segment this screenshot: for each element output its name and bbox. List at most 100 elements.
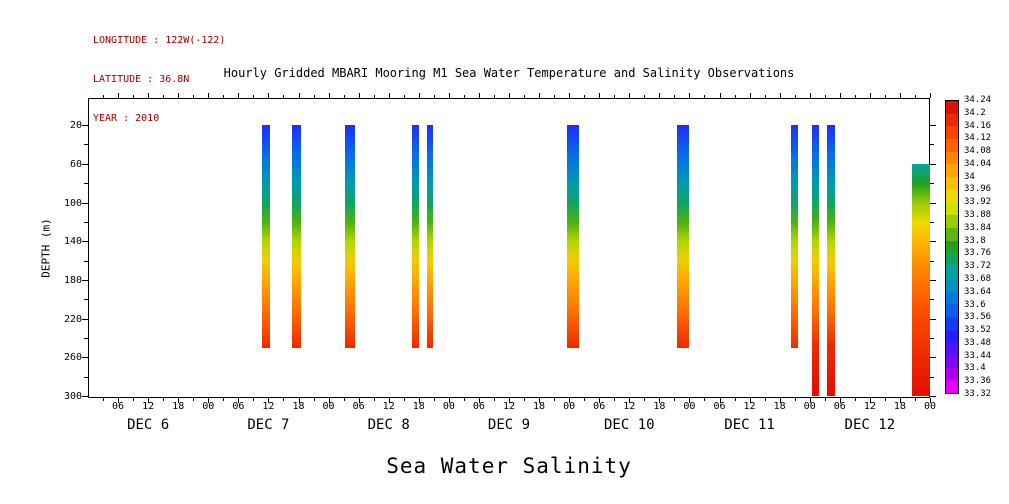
x-hour-label: 06	[352, 401, 365, 412]
colorbar-band	[946, 139, 958, 152]
x-major-tick	[478, 398, 480, 403]
x-minor-tick	[433, 398, 435, 401]
x-major-tick	[118, 398, 120, 403]
x-minor-tick	[854, 95, 856, 98]
y-minor-tick	[930, 221, 934, 223]
y-major-tick	[82, 163, 88, 165]
x-minor-tick	[764, 95, 766, 98]
colorbar-band	[946, 342, 958, 355]
x-minor-tick	[794, 95, 796, 98]
x-minor-tick	[283, 95, 285, 98]
colorbar-band	[946, 151, 958, 165]
y-tick-label: 220	[63, 313, 82, 325]
x-major-tick	[569, 398, 571, 403]
colorbar-tick-label: 34.16	[964, 120, 992, 131]
x-hour-label: 06	[833, 401, 846, 412]
x-major-tick	[930, 398, 931, 403]
x-minor-tick	[554, 95, 556, 98]
colorbar-tick-label: 33.48	[964, 337, 992, 348]
colorbar-band	[946, 304, 958, 317]
x-major-tick	[148, 398, 150, 403]
x-major-tick	[418, 398, 420, 403]
x-major-tick	[629, 93, 631, 98]
x-major-tick	[238, 93, 240, 98]
y-minor-tick	[84, 221, 88, 223]
x-major-tick	[208, 93, 210, 98]
x-minor-tick	[223, 398, 225, 401]
colorbar-band	[946, 316, 958, 330]
x-hour-label: 00	[442, 401, 455, 412]
colorbar-band	[946, 101, 958, 114]
salinity-bar	[677, 125, 690, 348]
x-hour-label: 06	[713, 401, 726, 412]
colorbar-band	[946, 278, 958, 292]
y-tick-label: 180	[63, 274, 82, 286]
colorbar-tick-label: 34.04	[964, 158, 992, 169]
x-minor-tick	[313, 398, 315, 401]
colorbar-band	[946, 202, 958, 216]
colorbar-tick-label: 33.56	[964, 312, 992, 323]
y-major-tick	[930, 396, 936, 398]
x-major-tick	[719, 398, 721, 403]
colorbar-band	[946, 215, 958, 228]
colorbar-tick-label: 33.84	[964, 222, 992, 233]
x-day-label: DEC 8	[367, 417, 410, 433]
x-major-tick	[358, 93, 360, 98]
salinity-bar	[567, 125, 580, 348]
x-major-tick	[448, 398, 450, 403]
x-minor-tick	[433, 95, 435, 98]
y-minor-tick	[84, 260, 88, 262]
x-minor-tick	[403, 95, 405, 98]
x-minor-tick	[764, 398, 766, 401]
x-hour-label: 18	[533, 401, 546, 412]
x-minor-tick	[584, 95, 586, 98]
x-major-tick	[358, 398, 360, 403]
x-major-tick	[328, 93, 330, 98]
x-minor-tick	[463, 398, 465, 401]
x-minor-tick	[644, 95, 646, 98]
y-tick-label: 140	[63, 236, 82, 248]
x-major-tick	[899, 93, 901, 98]
x-minor-tick	[884, 398, 886, 401]
x-day-label: DEC 7	[247, 417, 290, 433]
x-hour-label: 12	[262, 401, 275, 412]
y-minor-tick	[84, 299, 88, 301]
y-major-tick	[82, 357, 88, 359]
x-hour-label: 18	[292, 401, 305, 412]
y-major-tick	[82, 125, 88, 127]
colorbar-band	[946, 227, 958, 241]
x-minor-tick	[133, 95, 135, 98]
x-major-tick	[178, 398, 180, 403]
colorbar-band	[946, 253, 958, 267]
x-major-tick	[118, 93, 120, 98]
x-minor-tick	[463, 95, 465, 98]
colorbar-tick-label: 33.32	[964, 389, 992, 399]
x-hour-label: 18	[773, 401, 786, 412]
x-minor-tick	[343, 398, 345, 401]
x-major-tick	[869, 398, 871, 403]
x-major-tick	[178, 93, 180, 98]
x-minor-tick	[914, 398, 916, 401]
y-major-tick	[930, 163, 936, 165]
x-minor-tick	[253, 398, 255, 401]
header-year: YEAR : 2010	[93, 113, 160, 124]
x-minor-tick	[253, 95, 255, 98]
x-major-tick	[208, 398, 210, 403]
x-minor-tick	[403, 398, 405, 401]
x-minor-tick	[103, 398, 105, 401]
x-major-tick	[659, 93, 661, 98]
x-hour-label: 06	[112, 401, 125, 412]
y-major-tick	[82, 241, 88, 243]
x-major-tick	[839, 93, 841, 98]
x-major-tick	[689, 398, 691, 403]
colorbar-band	[946, 354, 958, 368]
header-latitude: LATITUDE : 36.8N	[93, 74, 190, 85]
salinity-bar	[426, 125, 433, 348]
x-minor-tick	[824, 95, 826, 98]
colorbar-band	[946, 380, 958, 393]
x-major-tick	[569, 93, 571, 98]
x-minor-tick	[614, 398, 616, 401]
x-major-tick	[629, 398, 631, 403]
x-minor-tick	[674, 95, 676, 98]
